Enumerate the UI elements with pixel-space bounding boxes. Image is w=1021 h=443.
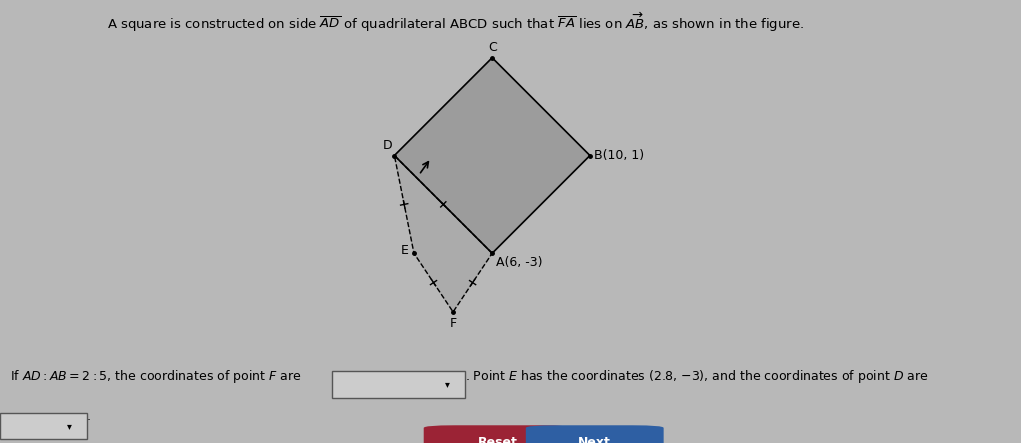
Text: ▾: ▾ [67, 421, 71, 431]
FancyBboxPatch shape [332, 371, 465, 398]
Text: ▾: ▾ [445, 380, 449, 389]
Text: E: E [401, 245, 409, 257]
Text: A square is constructed on side $\overline{AD}$ of quadrilateral ABCD such that : A square is constructed on side $\overli… [107, 11, 805, 34]
Text: F: F [449, 317, 456, 330]
Polygon shape [394, 155, 492, 312]
FancyBboxPatch shape [0, 413, 87, 439]
Text: .: . [87, 410, 91, 423]
FancyBboxPatch shape [526, 425, 664, 443]
Text: C: C [488, 41, 496, 54]
Text: B(10, 1): B(10, 1) [593, 149, 643, 162]
Text: A(6, -3): A(6, -3) [496, 256, 542, 269]
Text: Reset: Reset [478, 435, 518, 443]
Polygon shape [394, 58, 590, 253]
Text: Next: Next [578, 435, 612, 443]
Text: D: D [382, 139, 392, 152]
Text: If $AD : AB = 2 : 5$, the coordinates of point $F$ are: If $AD : AB = 2 : 5$, the coordinates of… [10, 368, 302, 385]
FancyBboxPatch shape [424, 425, 572, 443]
Text: . Point $E$ has the coordinates (2.8, −3), and the coordinates of point $D$ are: . Point $E$ has the coordinates (2.8, −3… [465, 368, 928, 385]
